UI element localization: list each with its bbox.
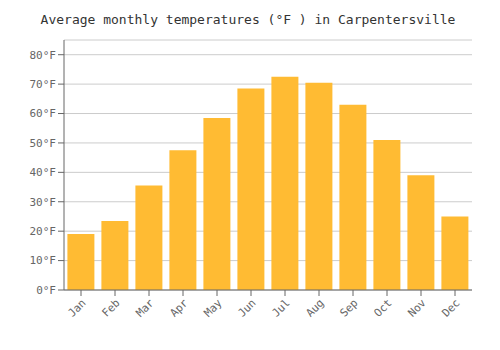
- svg-text:0°F: 0°F: [36, 284, 56, 297]
- svg-text:30°F: 30°F: [30, 196, 57, 209]
- svg-text:Dec: Dec: [439, 296, 462, 319]
- svg-text:50°F: 50°F: [30, 137, 57, 150]
- svg-text:Jul: Jul: [269, 296, 292, 319]
- svg-text:Jan: Jan: [65, 296, 88, 319]
- svg-text:70°F: 70°F: [30, 78, 57, 91]
- svg-text:Oct: Oct: [371, 296, 394, 319]
- svg-text:Mar: Mar: [133, 296, 157, 320]
- html-text:Average monthly temperatures (: Average monthly temperatures (°F ) in Ca…: [40, 12, 456, 27]
- svg-text:May: May: [201, 296, 225, 320]
- svg-text:80°F: 80°F: [30, 49, 57, 62]
- svg-text:10°F: 10°F: [30, 254, 57, 267]
- svg-text:Apr: Apr: [167, 296, 191, 320]
- svg-text:20°F: 20°F: [30, 225, 57, 238]
- svg-text:Feb: Feb: [99, 296, 122, 319]
- svg-text:Jun: Jun: [235, 296, 258, 319]
- svg-text:60°F: 60°F: [30, 107, 57, 120]
- svg-text:40°F: 40°F: [30, 166, 57, 179]
- svg-text:Sep: Sep: [337, 296, 360, 319]
- svg-text:Nov: Nov: [405, 296, 429, 320]
- svg-text:Aug: Aug: [303, 296, 326, 319]
